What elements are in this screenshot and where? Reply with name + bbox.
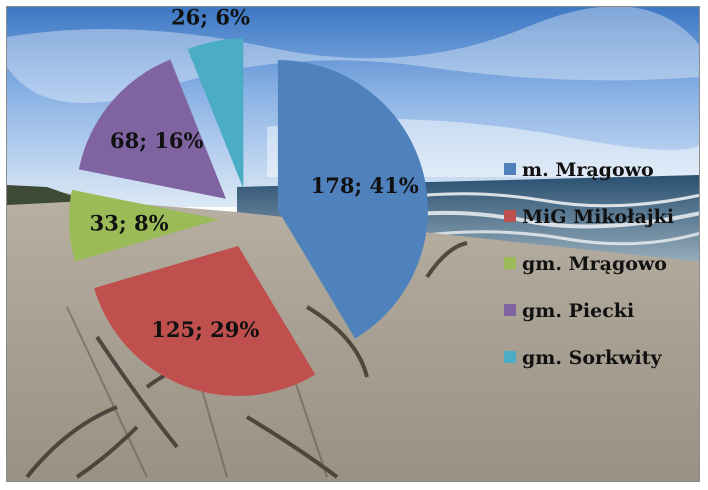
legend-swatch-m-mragowo [504,163,516,175]
legend-swatch-gm-sorkwity [504,351,516,363]
pie-chart: 178; 41% 125; 29% 33; 8% 68; 16% 26; 6% m. M… [7,7,699,481]
legend-label-gm-mragowo: gm. Mrągowo [522,253,667,275]
pie-slice-gm-sorkwity [187,38,244,189]
legend-swatch-mig-mikolajki [504,210,516,222]
pie-slice-m-mragowo [277,59,428,339]
legend-swatch-gm-piecki [504,304,516,316]
legend-swatch-gm-mragowo [504,257,516,269]
chart-legend: m. Mrągowo MiG Mikołajki gm. Mrągowo gm. Pi… [504,159,674,369]
pie-slice-gm-piecki [78,59,226,199]
data-label-gm-mragowo: 33; 8% [90,210,169,235]
data-label-m-mragowo: 178; 41% [311,173,419,198]
legend-label-gm-piecki: gm. Piecki [522,300,634,322]
data-label-mig-mikolajki: 125; 29% [151,317,259,342]
data-label-gm-piecki: 68; 16% [110,128,204,153]
legend-label-mig-mikolajki: MiG Mikołajki [522,206,674,228]
pie-slice-gm-mragowo [69,189,220,262]
legend-label-gm-sorkwity: gm. Sorkwity [522,347,663,369]
pie-slice-mig-mikolajki [94,245,316,396]
legend-label-m-mragowo: m. Mrągowo [522,159,654,181]
chart-frame: 178; 41% 125; 29% 33; 8% 68; 16% 26; 6% m. M… [6,6,700,482]
data-label-gm-sorkwity: 26; 6% [171,7,250,30]
